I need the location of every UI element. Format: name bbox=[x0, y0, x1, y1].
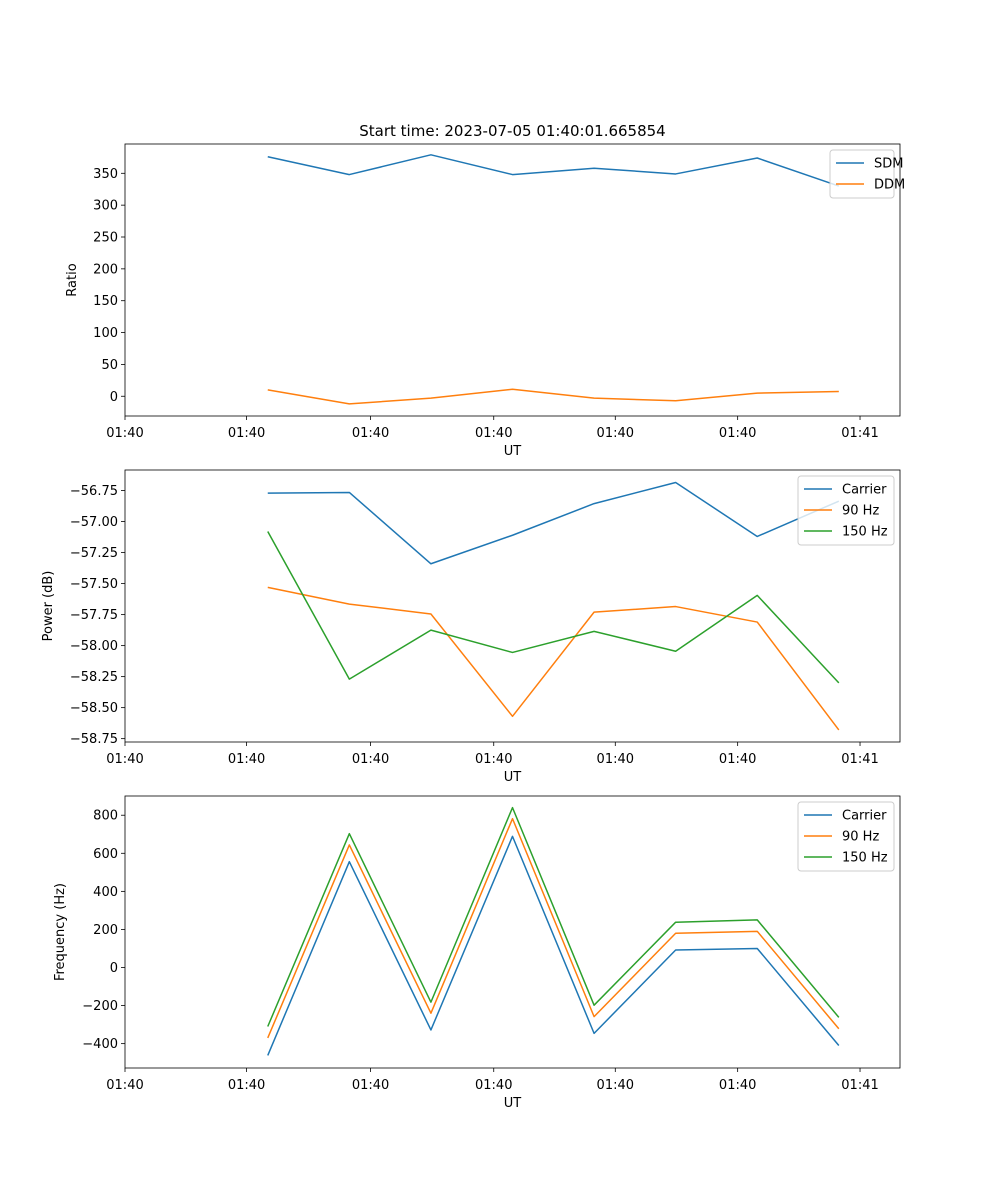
legend: Carrier 90 Hz 150 Hz bbox=[797, 801, 895, 872]
legend-box bbox=[829, 149, 895, 199]
y-tick-label: 200 bbox=[93, 923, 118, 938]
y-tick-label: −58.75 bbox=[70, 732, 118, 747]
y-tick-label: 250 bbox=[93, 231, 118, 246]
legend-label: 90 Hz bbox=[842, 830, 879, 845]
x-tick-label: 01:40 bbox=[352, 426, 389, 441]
axes-frame bbox=[124, 795, 901, 1069]
x-tick-label: 01:40 bbox=[597, 752, 634, 767]
legend-label: DDM bbox=[874, 178, 905, 193]
x-tick-label: 01:40 bbox=[719, 1078, 756, 1093]
y-tick-label: 0 bbox=[110, 961, 118, 976]
x-tick-label: 01:40 bbox=[719, 426, 756, 441]
y-tick-label: 200 bbox=[93, 262, 118, 277]
y-tick-label: 300 bbox=[93, 199, 118, 214]
panel-1: 0 50 100 150 200 250 300 350 01:40 01:40 01:40 01:4… bbox=[65, 143, 905, 459]
x-tick-label: 01:40 bbox=[597, 1078, 634, 1093]
x-tick-label: 01:40 bbox=[475, 752, 512, 767]
x-tick-label: 01:40 bbox=[106, 426, 143, 441]
x-tick-label: 01:40 bbox=[475, 426, 512, 441]
y-axis-label: Ratio bbox=[65, 263, 80, 296]
series-line-90-hz bbox=[267, 817, 840, 1039]
x-axis-label: UT bbox=[504, 770, 522, 785]
x-tick-label: 01:40 bbox=[228, 426, 265, 441]
y-tick-label: 350 bbox=[93, 167, 118, 182]
x-tick-label: 01:40 bbox=[597, 426, 634, 441]
y-axis-label: Power (dB) bbox=[41, 571, 56, 642]
panel-2: −58.75 −58.50 −58.25 −58.00 −57.75 −57.50 −57.… bbox=[41, 469, 901, 785]
y-tick-label: −58.50 bbox=[70, 701, 118, 716]
axes-frame bbox=[124, 143, 901, 417]
x-tick-label: 01:40 bbox=[475, 1078, 512, 1093]
y-axis-label: Frequency (Hz) bbox=[53, 883, 68, 981]
x-tick-label: 01:40 bbox=[352, 752, 389, 767]
x-tick-label: 01:41 bbox=[841, 426, 878, 441]
x-tick-label: 01:40 bbox=[719, 752, 756, 767]
y-tick-label: 800 bbox=[93, 809, 118, 824]
y-tick-label: 100 bbox=[93, 326, 118, 341]
y-tick-label: −58.00 bbox=[70, 639, 118, 654]
y-tick-label: 50 bbox=[101, 358, 118, 373]
x-tick-label: 01:40 bbox=[106, 1078, 143, 1093]
x-tick-label: 01:40 bbox=[106, 752, 143, 767]
x-tick-label: 01:40 bbox=[352, 1078, 389, 1093]
y-tick-label: −400 bbox=[82, 1037, 118, 1052]
axes-frame bbox=[124, 469, 901, 743]
y-tick-label: −57.50 bbox=[70, 577, 118, 592]
legend-label: SDM bbox=[874, 157, 903, 172]
y-tick-label: 400 bbox=[93, 885, 118, 900]
y-tick-label: −56.75 bbox=[70, 484, 118, 499]
y-tick-label: −57.75 bbox=[70, 608, 118, 623]
series-line-150-hz bbox=[267, 531, 840, 684]
series-line-ddm bbox=[267, 388, 839, 405]
legend: SDM DDM bbox=[829, 149, 905, 199]
series-line-150-hz bbox=[267, 806, 840, 1027]
y-tick-label: 600 bbox=[93, 847, 118, 862]
legend-label: 150 Hz bbox=[842, 851, 888, 866]
series-line-carrier bbox=[267, 481, 840, 565]
legend-label: 150 Hz bbox=[842, 525, 888, 540]
legend-box bbox=[797, 475, 895, 546]
x-tick-label: 01:40 bbox=[228, 1078, 265, 1093]
series-line-90-hz bbox=[267, 586, 840, 731]
legend-label: Carrier bbox=[842, 809, 887, 824]
x-axis-label: UT bbox=[504, 1096, 522, 1111]
y-tick-label: 150 bbox=[93, 294, 118, 309]
chart-title: Start time: 2023-07-05 01:40:01.665854 bbox=[359, 122, 665, 140]
x-tick-label: 01:41 bbox=[841, 1078, 878, 1093]
x-tick-label: 01:41 bbox=[841, 752, 878, 767]
legend-box bbox=[797, 801, 895, 872]
panel-3: −400 −200 0 200 400 600 800 01:40 01:40 01:40 01:4… bbox=[53, 795, 901, 1111]
x-axis-label: UT bbox=[504, 444, 522, 459]
y-tick-label: −57.00 bbox=[70, 515, 118, 530]
legend-label: 90 Hz bbox=[842, 504, 879, 519]
legend: Carrier 90 Hz 150 Hz bbox=[797, 475, 895, 546]
y-tick-label: −200 bbox=[82, 999, 118, 1014]
series-line-sdm bbox=[267, 154, 840, 187]
y-tick-label: −57.25 bbox=[70, 546, 118, 561]
y-tick-label: −58.25 bbox=[70, 670, 118, 685]
y-tick-label: 0 bbox=[110, 390, 118, 405]
series-line-carrier bbox=[267, 835, 840, 1056]
x-tick-label: 01:40 bbox=[228, 752, 265, 767]
legend-label: Carrier bbox=[842, 483, 887, 498]
